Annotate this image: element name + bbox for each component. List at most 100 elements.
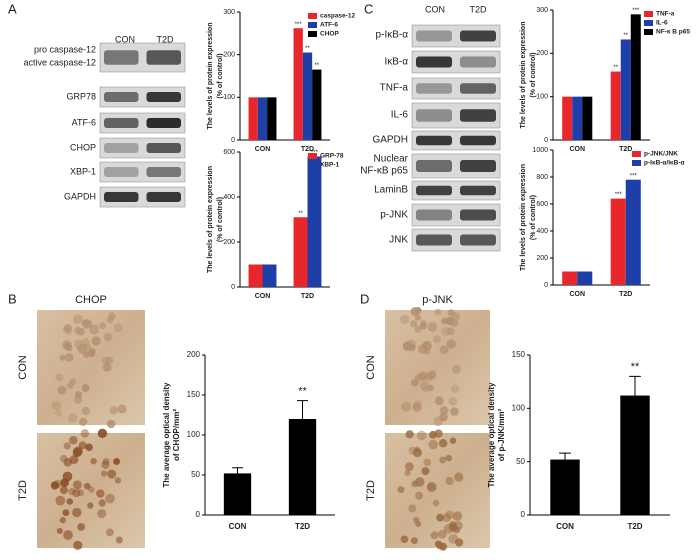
cell [85,443,93,452]
blot-strip [99,161,186,183]
blot-row-label: ATF-6 [72,117,96,127]
cell [434,429,443,438]
cell [454,472,464,482]
y-tick-label: 100 [512,403,526,412]
y-axis-label: The average optical density [487,382,496,487]
y-axis-label: The average optical density [162,382,171,487]
cell [445,454,453,462]
legend-swatch [308,31,317,37]
cell [98,499,106,507]
y-axis-label: The levels of protein expression [520,22,527,129]
cell [62,326,69,333]
y-tick-label: 0 [544,282,548,289]
cell [113,323,123,333]
cell [413,516,420,524]
bar [307,156,322,287]
bar [620,39,631,140]
cell [97,509,107,519]
error-bar [232,467,243,480]
significance: *** [630,173,638,179]
y-tick-label: 600 [223,149,235,156]
bar [302,52,313,140]
cell [454,538,464,547]
cell [77,489,85,497]
cell [101,356,109,365]
significance: ** [314,63,319,69]
panel-label: B [8,291,17,306]
blot-row-label: IL-6 [391,110,409,121]
legend-swatch [644,20,653,26]
blot-row-label: GAPDH [64,191,96,201]
cell [60,478,69,488]
y-axis-label: of CHOP/mm² [172,409,181,461]
blot-band [416,135,452,146]
x-tick-label: T2D [619,146,632,153]
cell [442,513,452,523]
bar [257,97,268,140]
bar [550,459,580,515]
blot-row-label: XBP-1 [70,166,96,176]
y-tick-label: 50 [516,457,525,466]
cell [452,511,463,521]
cell [402,341,412,351]
cell [408,504,417,513]
x-tick-label: T2D [301,293,314,300]
y-tick-label: 200 [187,350,201,359]
legend-swatch [632,160,641,166]
cell [415,477,425,487]
legend-label: NF-κ B p65 [656,29,690,36]
cell [401,401,411,412]
cell [53,479,62,489]
cell [426,482,437,492]
y-tick-label: 1000 [532,147,548,154]
cell [106,528,114,537]
blot-row-label: NF-κB p65 [360,166,408,177]
cell [437,529,447,539]
blot-band [104,118,139,128]
cell [72,507,82,518]
x-tick-label: CON [556,522,574,531]
cell [432,499,440,507]
bar [610,71,621,140]
cell [423,458,432,467]
x-tick-label: T2D [627,522,642,531]
cell [79,417,88,426]
legend-swatch [308,13,317,19]
x-tick-label: T2D [301,146,314,153]
cell [412,402,422,412]
cell [446,339,456,349]
cell [62,509,70,517]
cell [450,384,460,394]
blot-column-label: CON [115,34,135,44]
blot-band [460,83,496,94]
bar [610,198,626,285]
blot-band [460,135,496,146]
blot-column-label: CON [425,4,445,14]
x-tick-label: CON [569,291,585,298]
legend-swatch [644,11,653,17]
cell [448,397,458,406]
cell [105,493,115,504]
cell [81,406,91,416]
cell [113,458,121,466]
cell [117,404,127,414]
cell [50,481,60,490]
y-tick-label: 100 [187,430,201,439]
cell [55,495,66,506]
y-tick-label: 0 [544,137,548,144]
blot-band [146,50,181,65]
cell [441,317,449,325]
cell [72,447,82,458]
y-tick-label: 0 [196,510,201,519]
bar [293,28,303,140]
cell [101,460,110,469]
blot-row-label: Nuclear [374,154,409,165]
micrograph [37,433,145,548]
cell [106,316,114,324]
legend-label: caspase-12 [320,13,355,20]
y-axis-label: The levels of protein expression [207,166,214,273]
blot-band [460,185,496,196]
legend-swatch [308,153,317,159]
error-bar [629,375,641,416]
